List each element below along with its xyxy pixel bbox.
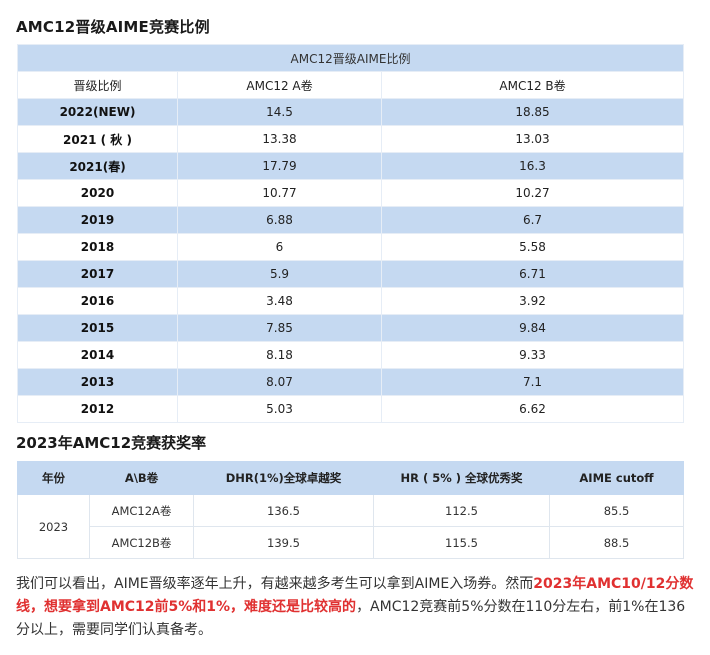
table-row: 2020 10.77 10.27 bbox=[17, 179, 685, 207]
row-a-value: 5.03 bbox=[177, 395, 382, 423]
table-row: 2019 6.88 6.7 bbox=[17, 206, 685, 234]
row-a-value: 8.07 bbox=[177, 368, 382, 396]
row-year: 2013 bbox=[17, 368, 178, 396]
column-header-hr: HR ( 5% ) 全球优秀奖 bbox=[373, 461, 550, 495]
table-row: 2022(NEW) 14.5 18.85 bbox=[17, 98, 685, 126]
row-year: 2020 bbox=[17, 179, 178, 207]
table-row: 2013 8.07 7.1 bbox=[17, 368, 685, 396]
year-cell: 2023 bbox=[17, 494, 90, 559]
aime-qualification-table: AMC12晋级AIME比例 晋级比例 AMC12 A卷 AMC12 B卷 202… bbox=[16, 44, 685, 423]
table-row: 2016 3.48 3.92 bbox=[17, 287, 685, 315]
hr-cell: 115.5 bbox=[373, 526, 550, 559]
aime-cutoff-cell: 88.5 bbox=[549, 526, 684, 559]
table-row: 2021(春) 17.79 16.3 bbox=[17, 152, 685, 180]
table-row: 2015 7.85 9.84 bbox=[17, 314, 685, 342]
column-header-dhr: DHR(1%)全球卓越奖 bbox=[193, 461, 374, 495]
row-a-value: 10.77 bbox=[177, 179, 382, 207]
table-row: AMC12B卷 139.5 115.5 88.5 bbox=[18, 526, 684, 559]
column-header-b: AMC12 B卷 bbox=[380, 71, 685, 99]
row-a-value: 7.85 bbox=[177, 314, 382, 342]
row-year: 2018 bbox=[17, 233, 178, 261]
aime-cutoff-cell: 85.5 bbox=[549, 494, 684, 527]
row-b-value: 10.27 bbox=[380, 179, 685, 207]
paper-cell: AMC12A卷 bbox=[89, 494, 194, 527]
table-row: 2021 ( 秋 ) 13.38 13.03 bbox=[17, 125, 685, 153]
page-title: AMC12晋级AIME竞赛比例 bbox=[16, 18, 210, 36]
row-year: 2021(春) bbox=[17, 152, 178, 180]
paragraph-text-1: 我们可以看出，AIME晋级率逐年上升，有越来越多考生可以拿到AIME入场券。然而 bbox=[16, 576, 534, 592]
row-b-value: 13.03 bbox=[380, 125, 685, 153]
row-a-value: 6.88 bbox=[177, 206, 382, 234]
row-a-value: 17.79 bbox=[177, 152, 382, 180]
column-header-year: 年份 bbox=[17, 461, 90, 495]
row-b-value: 6.62 bbox=[380, 395, 685, 423]
dhr-cell: 139.5 bbox=[193, 526, 374, 559]
column-header-paper: A\B卷 bbox=[89, 461, 194, 495]
row-b-value: 9.84 bbox=[380, 314, 685, 342]
section-title-awards: 2023年AMC12竞赛获奖率 bbox=[16, 434, 207, 452]
row-b-value: 6.7 bbox=[380, 206, 685, 234]
dhr-cell: 136.5 bbox=[193, 494, 374, 527]
row-b-value: 7.1 bbox=[380, 368, 685, 396]
table-row: 2018 6 5.58 bbox=[17, 233, 685, 261]
row-a-value: 5.9 bbox=[177, 260, 382, 288]
row-a-value: 8.18 bbox=[177, 341, 382, 369]
hr-cell: 112.5 bbox=[373, 494, 550, 527]
column-header-ratio: 晋级比例 bbox=[17, 71, 178, 99]
row-year: 2017 bbox=[17, 260, 178, 288]
row-b-value: 6.71 bbox=[380, 260, 685, 288]
table-caption: AMC12晋级AIME比例 bbox=[16, 44, 685, 72]
award-rate-table: 年份 A\B卷 DHR(1%)全球卓越奖 HR ( 5% ) 全球优秀奖 AIM… bbox=[17, 461, 684, 559]
row-year: 2022(NEW) bbox=[17, 98, 178, 126]
row-year: 2014 bbox=[17, 341, 178, 369]
row-year: 2016 bbox=[17, 287, 178, 315]
row-a-value: 13.38 bbox=[177, 125, 382, 153]
row-b-value: 5.58 bbox=[380, 233, 685, 261]
row-year: 2021 ( 秋 ) bbox=[17, 125, 178, 153]
summary-paragraph: 我们可以看出，AIME晋级率逐年上升，有越来越多考生可以拿到AIME入场券。然而… bbox=[16, 573, 696, 642]
row-year: 2012 bbox=[17, 395, 178, 423]
row-b-value: 3.92 bbox=[380, 287, 685, 315]
table-row: 2012 5.03 6.62 bbox=[17, 395, 685, 423]
row-a-value: 6 bbox=[177, 233, 382, 261]
column-header-a: AMC12 A卷 bbox=[177, 71, 382, 99]
paragraph-highlight: 2023年AMC10/12分数线，想要拿到AMC12前5%和1%，难度还是比较高… bbox=[16, 576, 694, 615]
table-row: 2023 AMC12A卷 136.5 112.5 85.5 bbox=[17, 494, 684, 559]
row-year: 2019 bbox=[17, 206, 178, 234]
row-b-value: 18.85 bbox=[380, 98, 685, 126]
column-header-aime-cutoff: AIME cutoff bbox=[549, 461, 684, 495]
table-row: 2017 5.9 6.71 bbox=[17, 260, 685, 288]
row-year: 2015 bbox=[17, 314, 178, 342]
paper-cell: AMC12B卷 bbox=[89, 526, 194, 559]
row-b-value: 16.3 bbox=[380, 152, 685, 180]
table-row: 2014 8.18 9.33 bbox=[17, 341, 685, 369]
row-a-value: 3.48 bbox=[177, 287, 382, 315]
row-b-value: 9.33 bbox=[380, 341, 685, 369]
paragraph-text-2: ，AMC12竞赛前5%分数在110分左右，前1%在136分以上，需要同学们认真备… bbox=[16, 599, 686, 638]
row-a-value: 14.5 bbox=[177, 98, 382, 126]
